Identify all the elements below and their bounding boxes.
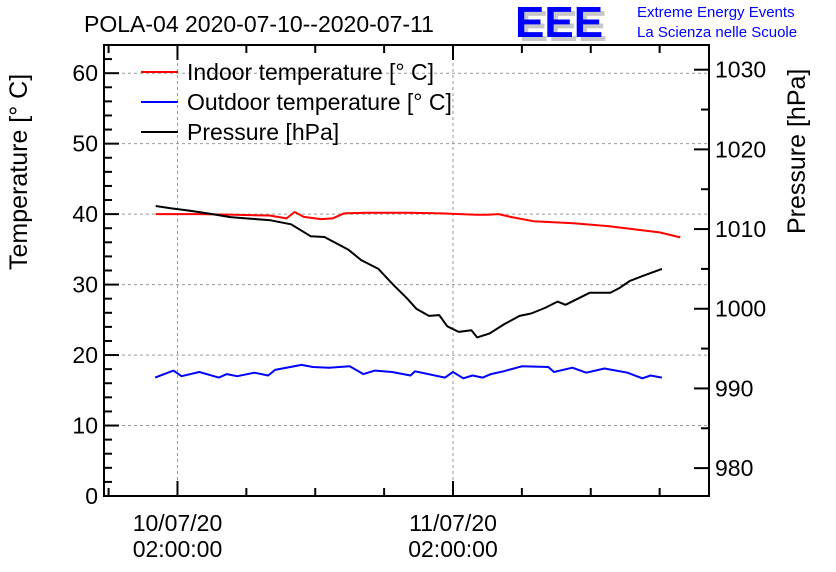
x-tick-label-time: 02:00:00 xyxy=(408,536,498,562)
y2-tick-label: 1010 xyxy=(715,216,766,242)
legend-outdoor-label: Outdoor temperature [° C] xyxy=(187,89,452,115)
y-tick-label: 10 xyxy=(72,413,98,439)
x-tick-label-time: 02:00:00 xyxy=(133,536,223,562)
logo: EEE EEE Extreme Energy Events La Scienza… xyxy=(515,0,797,51)
y-tick-label: 60 xyxy=(72,60,98,86)
x-tick-label-date: 11/07/20 xyxy=(409,510,497,536)
series-layer xyxy=(154,205,681,380)
eee-logo-mark: EEE EEE xyxy=(515,0,607,51)
y2-axis-title: Pressure [hPa] xyxy=(783,69,811,234)
grid xyxy=(104,45,709,496)
y-tick-label: 40 xyxy=(72,201,98,227)
y2-tick-label: 1020 xyxy=(715,136,766,162)
y2-tick-label: 1030 xyxy=(715,57,766,83)
y2-tick-label: 1000 xyxy=(715,296,766,322)
x-tick-label-date: 10/07/20 xyxy=(133,510,223,536)
y2-tick-label: 980 xyxy=(715,455,753,481)
y-tick-label: 30 xyxy=(72,272,98,298)
chart-title: POLA-04 2020-07-10--2020-07-11 xyxy=(84,11,434,37)
legend: Indoor temperature [° C] Outdoor temperat… xyxy=(141,59,452,145)
logo-line-2: La Scienza nelle Scuole xyxy=(637,24,797,41)
logo-line-1: Extreme Energy Events xyxy=(637,4,795,21)
logo-mark-shadow: EEE xyxy=(519,2,607,51)
y-tick-label: 50 xyxy=(72,131,98,157)
y-tick-label: 20 xyxy=(72,342,98,368)
y-axis-right: 980 990 1000 1010 1020 1030 xyxy=(694,57,766,481)
legend-indoor-label: Indoor temperature [° C] xyxy=(187,59,434,85)
outdoor-temperature-line xyxy=(154,363,663,380)
y-tick-label: 0 xyxy=(85,483,98,509)
y2-tick-label: 990 xyxy=(715,375,753,401)
pressure-line xyxy=(155,205,663,339)
logo-mark: EEE xyxy=(515,0,603,47)
indoor-temperature-line xyxy=(155,211,681,239)
legend-pressure-label: Pressure [hPa] xyxy=(187,119,339,145)
y-axis-title: Temperature [° C] xyxy=(5,74,33,270)
y-axis-left: 0 10 20 30 40 50 60 xyxy=(72,44,119,509)
